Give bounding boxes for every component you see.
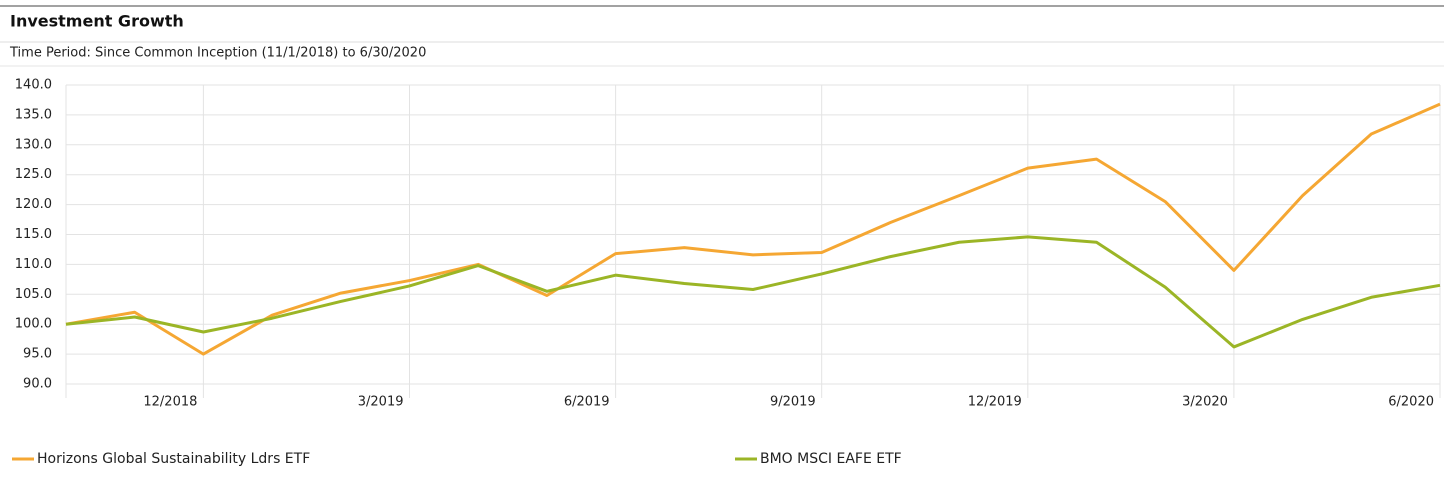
legend-label: Horizons Global Sustainability Ldrs ETF xyxy=(37,451,310,467)
x-tick-label: 6/2020 xyxy=(1388,395,1434,410)
y-tick-label: 140.0 xyxy=(15,78,52,93)
y-tick-label: 125.0 xyxy=(15,167,52,182)
x-tick-label: 12/2019 xyxy=(968,395,1022,410)
chart-subtitle: Time Period: Since Common Inception (11/… xyxy=(9,46,426,61)
x-tick-label: 12/2018 xyxy=(143,395,197,410)
y-tick-label: 130.0 xyxy=(15,137,52,152)
chart-title: Investment Growth xyxy=(10,12,184,31)
y-tick-label: 100.0 xyxy=(15,317,52,332)
series-line xyxy=(65,102,1441,356)
y-tick-label: 115.0 xyxy=(15,227,52,242)
x-tick-label: 3/2019 xyxy=(358,395,404,410)
y-tick-label: 135.0 xyxy=(15,107,52,122)
y-tick-label: 90.0 xyxy=(23,377,52,392)
x-tick-label: 9/2019 xyxy=(770,395,816,410)
x-tick-label: 6/2019 xyxy=(564,395,610,410)
series-line xyxy=(65,235,1441,349)
legend-label: BMO MSCI EAFE ETF xyxy=(760,451,902,467)
y-tick-label: 95.0 xyxy=(23,347,52,362)
y-tick-label: 105.0 xyxy=(15,287,52,302)
y-tick-label: 120.0 xyxy=(15,197,52,212)
x-tick-label: 3/2020 xyxy=(1182,395,1228,410)
y-tick-label: 110.0 xyxy=(15,257,52,272)
